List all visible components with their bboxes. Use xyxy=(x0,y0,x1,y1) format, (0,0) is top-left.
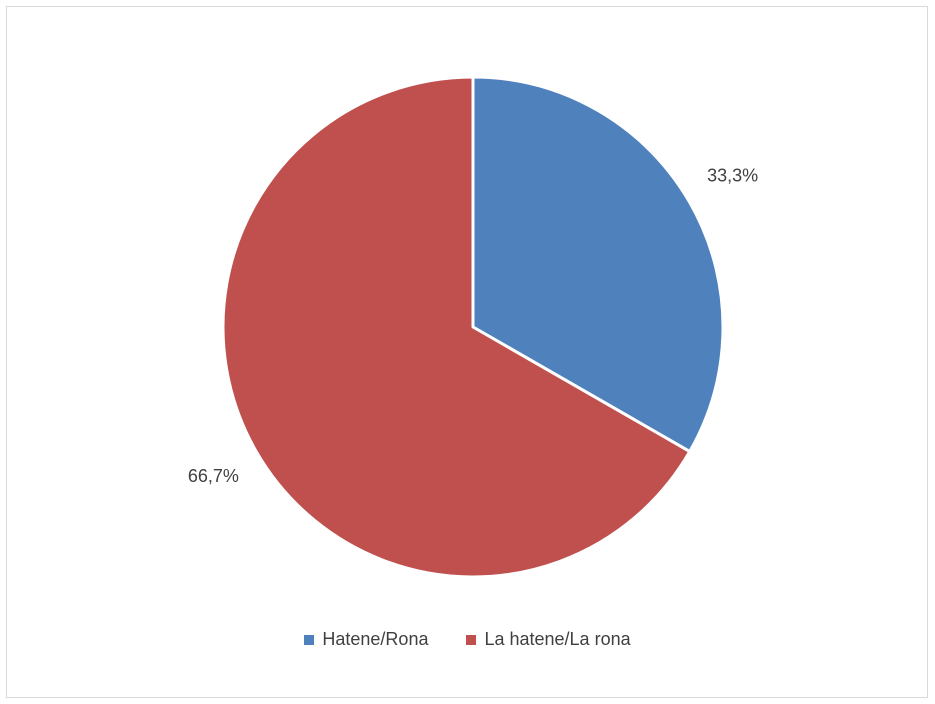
legend-label-0: Hatene/Rona xyxy=(322,629,429,649)
legend-swatch-1 xyxy=(466,634,477,645)
legend-item-1: La hatene/La rona xyxy=(466,629,631,650)
legend-item-0: Hatene/Rona xyxy=(304,629,428,650)
pie-slice-0 xyxy=(471,75,725,454)
pie-slice-1 xyxy=(221,75,692,579)
legend-label-1: La hatene/La rona xyxy=(484,629,631,649)
data-label-1: 66,7% xyxy=(188,466,239,486)
legend-swatch-0 xyxy=(304,634,315,645)
legend: Hatene/Rona La hatene/La rona xyxy=(0,629,935,650)
data-label-0: 33,3% xyxy=(707,165,758,185)
